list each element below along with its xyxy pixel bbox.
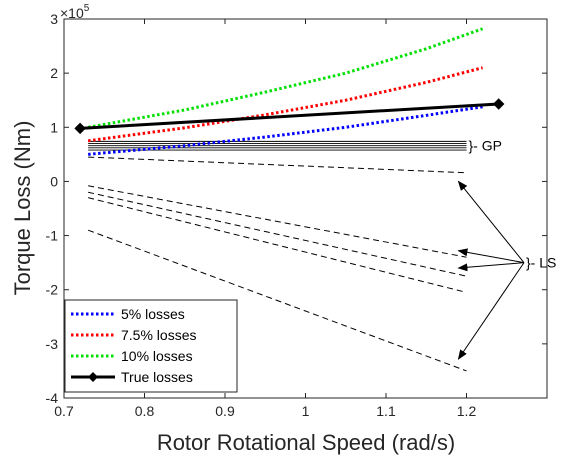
gp-annotation: }- GP [469, 138, 502, 154]
series-true-line [80, 102, 499, 130]
series-5pct-line [88, 105, 483, 156]
y-multiplier-base: ×10 [60, 5, 84, 21]
y-tick-label: -2 [46, 282, 59, 298]
ls-line [88, 185, 467, 258]
x-tick-label: 0.8 [135, 403, 155, 419]
legend-label: 5% losses [121, 306, 185, 322]
ls-line [88, 156, 467, 174]
y-tick-label: 1 [50, 119, 58, 135]
ls-arrow [457, 248, 525, 264]
x-tick-label: 1.2 [457, 403, 477, 419]
true-losses-marker [492, 98, 505, 110]
y-tick-label: -3 [46, 336, 59, 352]
ls-arrow [457, 262, 525, 360]
x-axis-label: Rotor Rotational Speed (rad/s) [157, 430, 455, 455]
axes: 0.7 0.8 0.9 1 1.1 1.2 -4 -3 -2 -1 0 1 2 3 [46, 11, 547, 419]
legend-marker [88, 372, 98, 382]
legend-label: 7.5% losses [121, 327, 196, 343]
legend-label: 10% losses [121, 348, 193, 364]
ls-annotation: }- LS [526, 255, 556, 271]
y-tick-label: 0 [50, 173, 58, 189]
legend-label: True losses [121, 369, 193, 385]
gp-lines [88, 140, 467, 151]
annotations: }- GP }- LS [457, 138, 556, 360]
ls-lines [87, 156, 467, 372]
ls-line [88, 197, 467, 293]
true-losses-marker [74, 122, 86, 135]
series-lines [74, 27, 505, 156]
series-10pct-line [87, 27, 484, 129]
ls-line [87, 229, 467, 372]
legend: 5% losses 7.5% losses 10% losses True losse… [64, 299, 238, 393]
y-axis-label: Torque Loss (Nm) [10, 121, 35, 296]
x-tick-label: 0.7 [54, 403, 74, 419]
y-tick-label: -4 [46, 390, 59, 406]
series-7-5pct-line [87, 66, 483, 143]
ls-arrow [457, 262, 525, 272]
x-tick-label: 0.9 [215, 403, 235, 419]
y-tick-label: -1 [46, 228, 59, 244]
y-multiplier-exp: 5 [84, 3, 90, 14]
ls-arrow [457, 180, 525, 263]
x-tick-label: 1 [302, 403, 310, 419]
y-multiplier: ×105 [60, 3, 90, 21]
y-tick-label: 2 [50, 65, 58, 81]
y-tick-label: 3 [50, 11, 58, 27]
x-tick-label: 1.1 [376, 403, 396, 419]
ls-line [88, 191, 467, 277]
